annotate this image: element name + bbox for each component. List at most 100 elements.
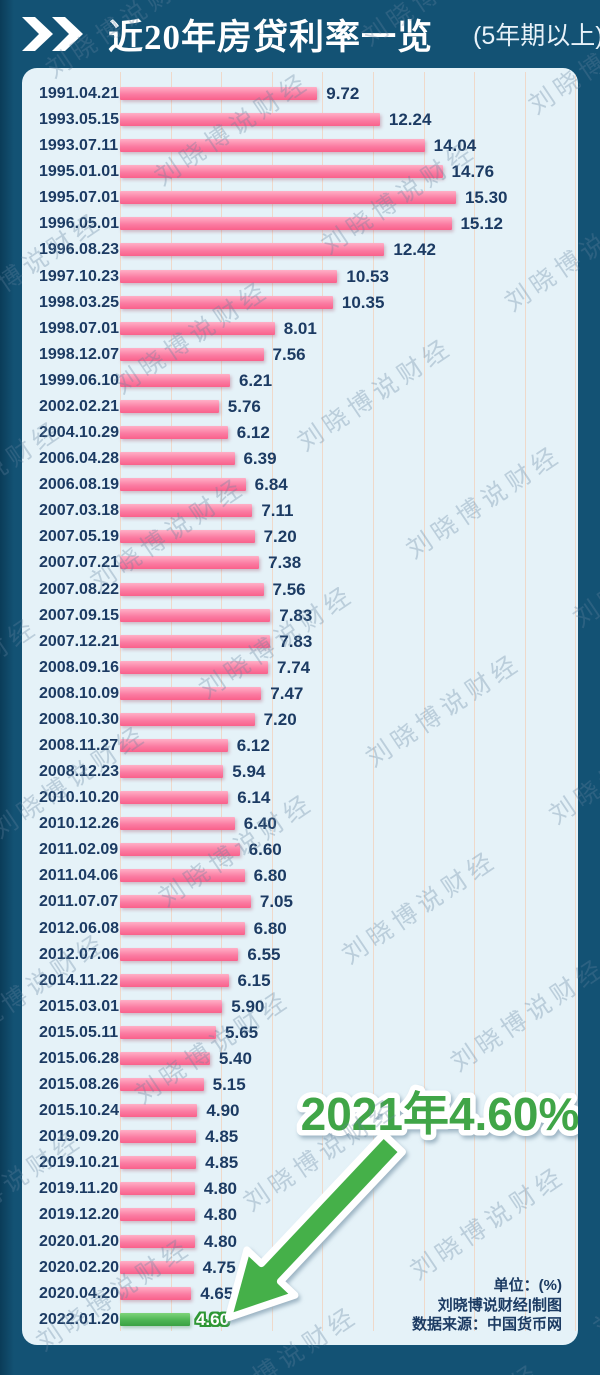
chart-row: 2015.10.24 4.90	[22, 1098, 578, 1124]
value-label: 4.65	[200, 1283, 234, 1303]
credits-block: 单位：(%) 刘晓博说财经|制图 数据来源：中国货币网	[412, 1276, 562, 1335]
date-label: 2019.09.20	[39, 1128, 120, 1146]
rate-bar	[120, 347, 264, 361]
date-label: 2007.05.19	[39, 528, 120, 546]
value-label: 8.01	[283, 318, 317, 338]
rate-bar	[120, 765, 224, 779]
chart-row: 2006.08.19 6.84	[22, 472, 578, 498]
chart-row: 2020.04.20 4.65	[22, 1281, 578, 1307]
date-label: 2007.12.21	[39, 632, 120, 650]
rate-bar	[120, 217, 452, 231]
chart-row: 2011.07.07 7.05	[22, 889, 578, 915]
date-label: 2019.10.21	[39, 1154, 120, 1172]
value-label: 7.74	[277, 657, 311, 677]
value-label: 4.90	[206, 1101, 240, 1121]
rate-bar	[120, 139, 425, 153]
rate-bar	[120, 165, 443, 179]
value-label: 7.38	[268, 553, 302, 573]
chart-row: 2011.04.06 6.80	[22, 863, 578, 889]
value-label: 5.76	[227, 396, 261, 416]
value-label: 7.47	[270, 683, 304, 703]
value-label: 15.12	[460, 214, 504, 234]
date-label: 2020.02.20	[39, 1258, 120, 1276]
date-label: 2012.07.06	[39, 945, 120, 963]
date-label: 2020.04.20	[39, 1284, 120, 1302]
value-label: 4.75	[202, 1257, 236, 1277]
rate-bar	[120, 1051, 210, 1065]
rate-bar	[120, 504, 253, 518]
date-label: 1997.10.23	[39, 267, 120, 285]
rate-bar	[120, 999, 223, 1013]
value-label: 4.60	[195, 1309, 230, 1329]
header: 近20年房贷利率一览 (5年期以上)	[0, 0, 600, 68]
chart-row: 2012.06.08 6.80	[22, 916, 578, 942]
rate-bar	[120, 243, 385, 257]
rate-bar	[120, 113, 380, 127]
chart-card: 1991.04.21 9.72 1993.05.15 12.24 1993.07.11 1…	[22, 68, 578, 1345]
value-label: 6.80	[253, 866, 287, 886]
date-label: 1998.03.25	[39, 293, 120, 311]
date-label: 2007.03.18	[39, 502, 120, 520]
credit-label: 刘晓博说财经|制图	[437, 1296, 562, 1314]
chart-row: 2015.05.11 5.65	[22, 1020, 578, 1046]
page-title: 近20年房贷利率一览	[108, 17, 434, 57]
chart-row: 2007.03.18 7.11	[22, 498, 578, 524]
rate-bar	[120, 1156, 197, 1170]
value-label: 14.04	[433, 136, 477, 156]
chart-row: 2011.02.09 6.60	[22, 837, 578, 863]
chart-row: 2007.05.19 7.20	[22, 524, 578, 550]
value-label: 6.15	[237, 970, 271, 990]
chart-row: 1996.05.01 15.12	[22, 211, 578, 237]
rate-bar	[120, 582, 264, 596]
chart-row: 2008.12.23 5.94	[22, 759, 578, 785]
chart-row: 1995.07.01 15.30	[22, 185, 578, 211]
down-left-arrow-icon	[224, 1130, 406, 1322]
date-label: 2019.11.20	[39, 1180, 119, 1198]
chart-row: 1995.01.01 14.76	[22, 159, 578, 185]
chart-row: 2022.01.20 4.60	[22, 1307, 578, 1333]
date-label: 2008.12.23	[39, 763, 120, 781]
rate-bar	[120, 1104, 198, 1118]
rate-bar	[120, 1078, 204, 1092]
date-label: 2002.02.21	[39, 397, 120, 415]
chart-row: 1996.08.23 12.42	[22, 237, 578, 263]
date-label: 1993.07.11	[39, 137, 119, 155]
rate-bar	[120, 1286, 192, 1300]
chart-row: 2008.09.16 7.74	[22, 655, 578, 681]
page-subtitle: (5年期以上)	[473, 22, 600, 50]
value-label: 4.85	[205, 1127, 239, 1147]
chart-row: 2020.01.20 4.80	[22, 1229, 578, 1255]
chart-row: 1993.07.11 14.04	[22, 133, 578, 159]
value-label: 5.90	[231, 996, 265, 1016]
chart-row: 2015.03.01 5.90	[22, 994, 578, 1020]
chart-row: 2019.09.20 4.85	[22, 1124, 578, 1150]
date-label: 2007.09.15	[39, 606, 120, 624]
date-label: 1995.01.01	[39, 163, 120, 181]
rate-bar	[120, 1208, 195, 1222]
date-label: 2008.10.09	[39, 684, 120, 702]
value-label: 5.15	[212, 1075, 246, 1095]
chart-row: 2010.10.20 6.14	[22, 785, 578, 811]
gridline	[170, 72, 172, 1331]
rate-bar	[120, 895, 251, 909]
date-label: 2012.06.08	[39, 919, 120, 937]
value-label: 6.84	[254, 475, 288, 495]
chart-row: 2019.10.21 4.85	[22, 1150, 578, 1176]
rate-bar	[120, 399, 219, 413]
chart-row: 2019.12.20 4.80	[22, 1202, 578, 1228]
rate-bar	[120, 373, 230, 387]
date-label: 2010.10.20	[39, 789, 120, 807]
date-label: 2006.08.19	[39, 476, 120, 494]
rate-bar	[120, 739, 228, 752]
value-label: 7.05	[259, 892, 293, 912]
value-label: 9.72	[326, 84, 360, 103]
chart-row: 2007.08.22 7.56	[22, 577, 578, 603]
chart-row: 1998.12.07 7.56	[22, 342, 578, 368]
date-label: 2011.04.06	[39, 867, 119, 885]
rate-bar	[120, 686, 262, 700]
rate-bar	[120, 791, 229, 805]
value-label: 7.20	[263, 709, 297, 729]
rate-bar	[120, 87, 318, 100]
chart-row: 2008.11.27 6.12	[22, 733, 578, 759]
